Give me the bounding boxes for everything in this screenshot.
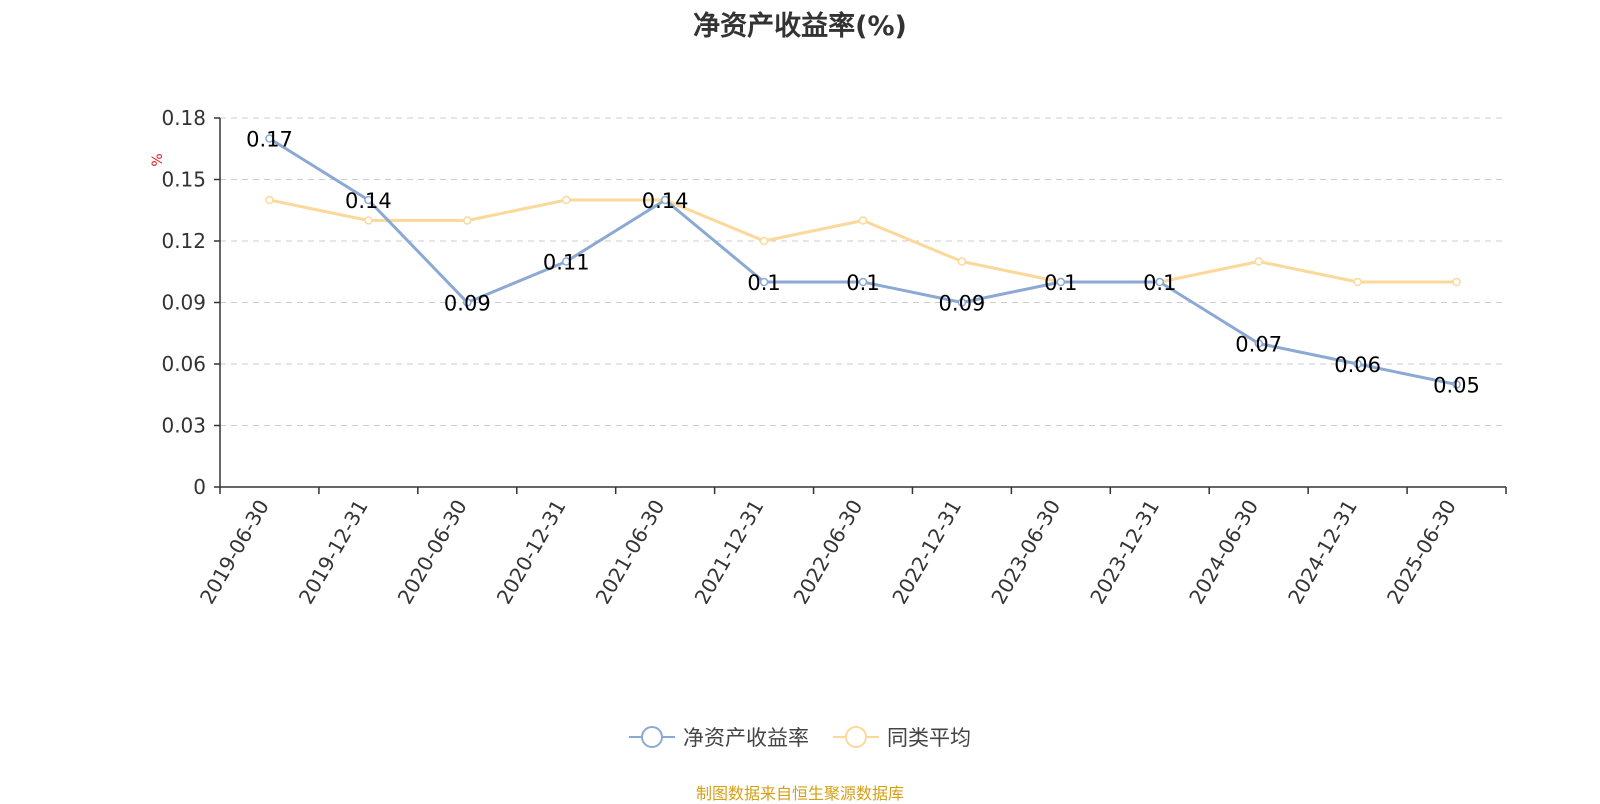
y-tick-label: 0.15 <box>161 168 206 192</box>
data-label-roe: 0.05 <box>1433 374 1480 398</box>
data-point-peer-average <box>1452 277 1461 287</box>
legend-item-peer-average[interactable]: 同类平均 <box>833 722 971 752</box>
data-point-peer-average <box>858 216 868 225</box>
legend-swatch-roe <box>629 724 675 750</box>
data-point-peer-average <box>759 236 769 246</box>
data-label-roe: 0.17 <box>246 128 293 152</box>
data-point-peer-average <box>364 216 373 225</box>
y-axis-label: % <box>150 153 166 166</box>
y-tick-label: 0.03 <box>161 414 206 438</box>
x-tick-label: 2019-12-31 <box>294 496 373 609</box>
data-label-roe: 0.14 <box>642 189 689 213</box>
data-point-peer-average <box>1254 257 1263 266</box>
x-tick-label: 2020-06-30 <box>393 496 472 609</box>
data-label-roe: 0.06 <box>1334 353 1381 377</box>
x-tick-label: 2025-06-30 <box>1382 496 1461 609</box>
data-label-roe: 0.11 <box>543 251 590 275</box>
data-point-roe <box>364 195 373 205</box>
data-label-roe: 0.1 <box>1143 271 1176 295</box>
x-tick-label: 2023-12-31 <box>1085 496 1164 609</box>
data-point-roe <box>1254 339 1263 348</box>
y-tick-label: 0.06 <box>161 352 206 376</box>
data-point-roe <box>561 257 571 266</box>
y-tick-label: 0.09 <box>161 291 206 315</box>
data-point-roe <box>1155 277 1165 287</box>
data-point-roe <box>1353 359 1362 369</box>
x-tick-label: 2019-06-30 <box>195 496 274 609</box>
data-label-roe: 0.09 <box>939 292 986 316</box>
data-label-roe: 0.1 <box>846 271 879 295</box>
data-point-roe <box>265 134 274 143</box>
data-point-peer-average <box>265 195 274 205</box>
x-tick-label: 2021-12-31 <box>690 496 769 609</box>
data-point-peer-average <box>957 257 967 266</box>
y-tick-label: 0.12 <box>161 229 206 253</box>
legend-item-roe[interactable]: 净资产收益率 <box>629 722 809 752</box>
data-label-roe: 0.1 <box>747 271 780 295</box>
data-point-peer-average <box>561 195 571 205</box>
legend-label-peer-average: 同类平均 <box>887 726 971 750</box>
data-point-peer-average <box>463 216 472 225</box>
legend-swatch-peer-average <box>833 724 879 750</box>
x-tick-label: 2023-06-30 <box>986 496 1065 609</box>
x-tick-label: 2022-12-31 <box>887 496 966 609</box>
data-point-roe <box>858 277 868 287</box>
line-chart: 0 0.03 0.06 0.09 0.12 0.15 0.18% 2019-06-30 2019… <box>150 106 1507 609</box>
data-label-roe: 0.14 <box>345 189 392 213</box>
source-note: 制图数据来自恒生聚源数据库 <box>695 784 904 803</box>
data-point-roe <box>957 298 967 307</box>
data-label-roe: 0.1 <box>1044 271 1077 295</box>
x-tick-label: 2022-06-30 <box>788 496 867 609</box>
y-tick-label: 0 <box>193 475 206 499</box>
y-tick-label: 0.18 <box>161 106 206 130</box>
data-label-roe: 0.09 <box>444 292 491 316</box>
legend: 净资产收益率 同类平均 <box>0 722 1600 752</box>
data-point-peer-average <box>1353 277 1362 287</box>
chart-title: 净资产收益率(%) <box>693 11 907 42</box>
x-tick-label: 2021-06-30 <box>591 496 670 609</box>
data-point-roe <box>759 277 769 287</box>
data-point-roe <box>1452 380 1461 389</box>
x-tick-label: 2024-06-30 <box>1184 496 1263 609</box>
x-tick-label: 2024-12-31 <box>1283 496 1362 609</box>
data-point-roe <box>1056 277 1066 287</box>
data-point-roe <box>660 195 670 205</box>
legend-label-roe: 净资产收益率 <box>683 726 809 750</box>
data-point-roe <box>463 298 472 307</box>
x-tick-label: 2020-12-31 <box>492 496 571 609</box>
data-label-roe: 0.07 <box>1235 333 1282 357</box>
